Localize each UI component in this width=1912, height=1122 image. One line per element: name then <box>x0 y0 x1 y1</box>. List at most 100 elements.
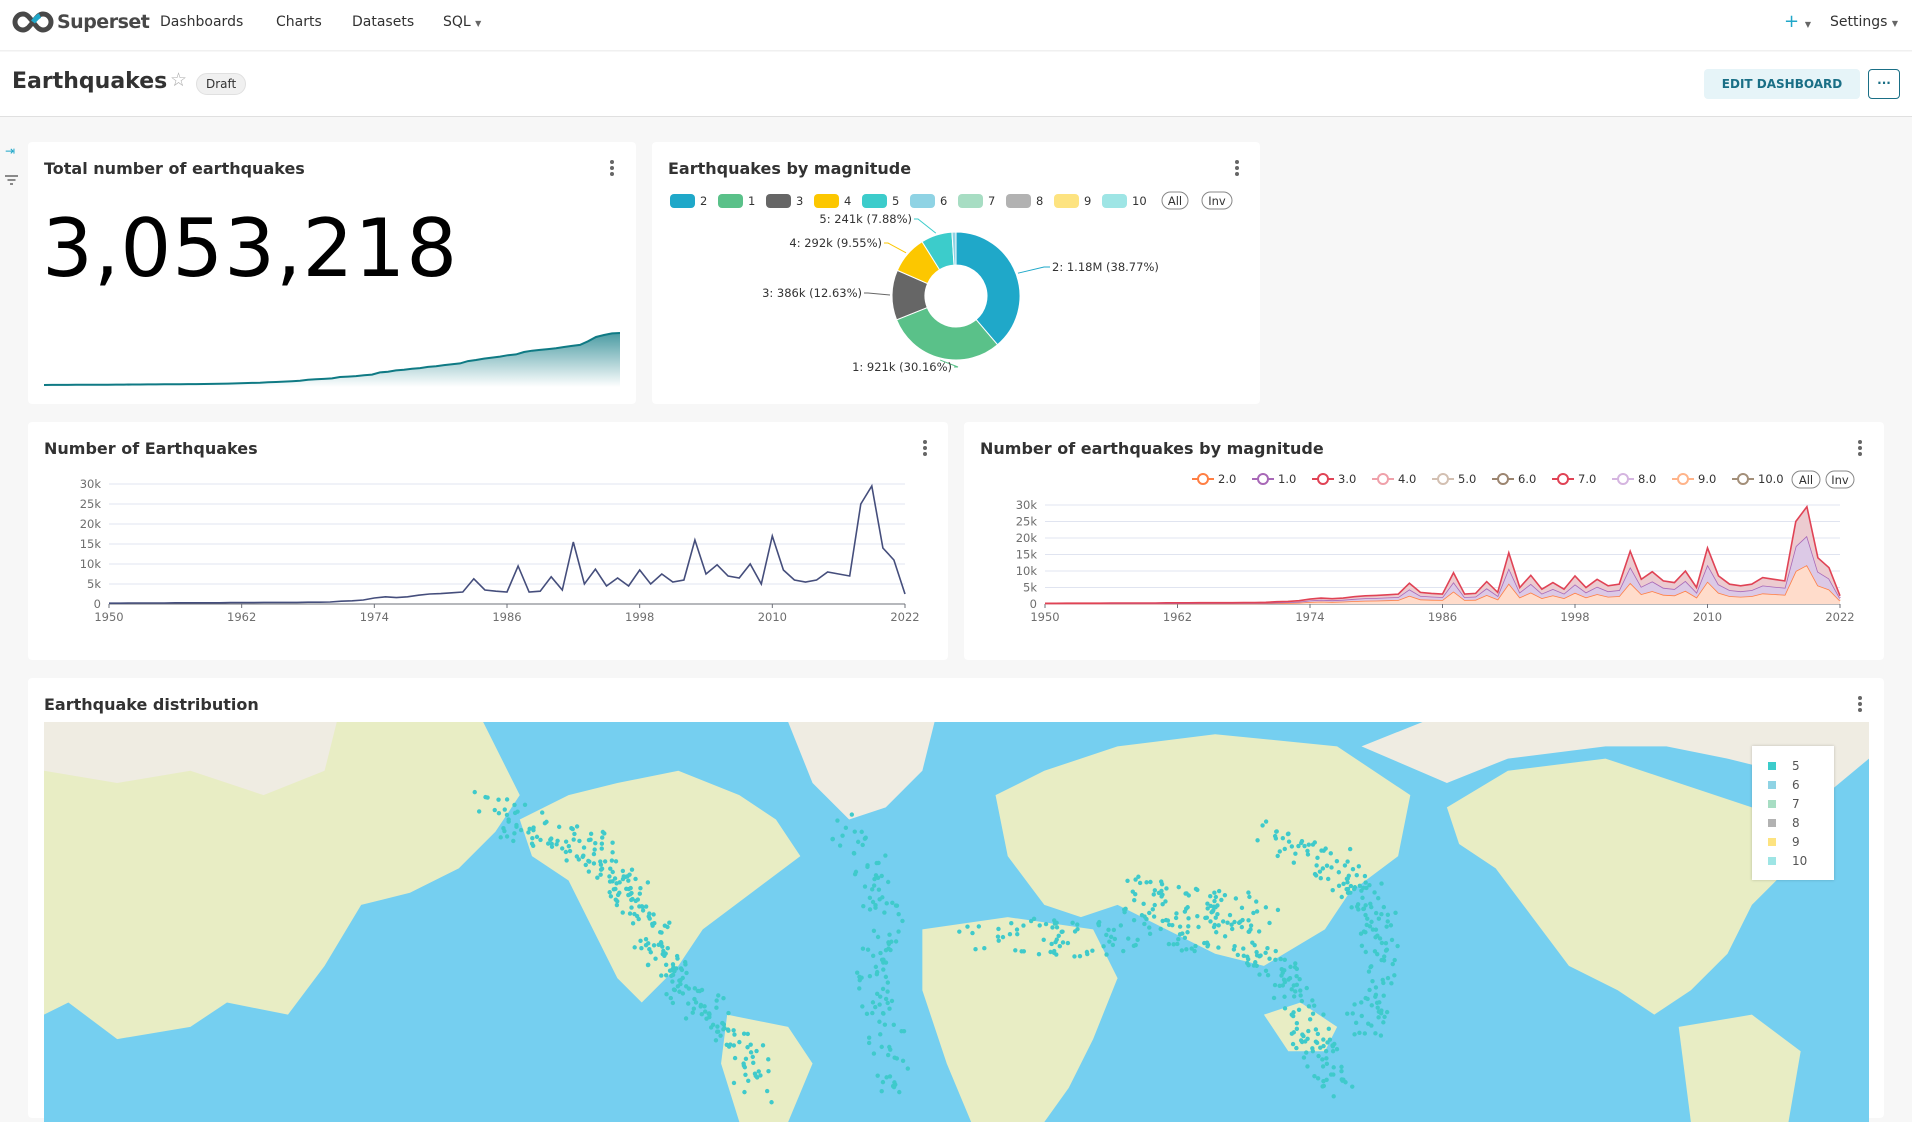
superset-logo-icon[interactable] <box>12 11 54 33</box>
earthquake-point <box>670 972 676 978</box>
filter-icon[interactable] <box>5 175 18 186</box>
card-menu-icon[interactable] <box>1858 696 1862 712</box>
earthquake-point <box>670 962 676 967</box>
legend-item-4[interactable]: 4 <box>814 194 851 208</box>
earthquake-point <box>1320 866 1326 871</box>
earthquake-point <box>1297 977 1302 982</box>
earthquake-point <box>748 1050 754 1055</box>
legend-item-9.0[interactable]: 9.0 <box>1672 472 1716 486</box>
new-button[interactable]: + ▼ <box>1784 11 1811 32</box>
legend-item-5.0[interactable]: 5.0 <box>1432 472 1476 486</box>
earthquake-point <box>1135 937 1140 942</box>
legend-item-2.0[interactable]: 2.0 <box>1192 472 1236 486</box>
earthquake-point <box>683 984 689 989</box>
map-legend-item[interactable]: 8 <box>1768 813 1834 832</box>
status-badge[interactable]: Draft <box>196 73 247 95</box>
earthquake-map[interactable] <box>44 722 1869 1122</box>
earthquake-point <box>595 875 600 880</box>
map-legend-item[interactable]: 10 <box>1768 851 1834 870</box>
legend-button-inv[interactable] <box>1825 470 1855 489</box>
earthquake-point <box>1384 924 1389 929</box>
card-menu-icon[interactable] <box>610 160 614 176</box>
legend-item-10[interactable]: 10 <box>1102 194 1147 208</box>
earthquake-point <box>1316 1053 1321 1059</box>
x-tick-label: 2022 <box>1825 610 1854 624</box>
legend-item-1.0[interactable]: 1.0 <box>1252 472 1296 486</box>
pie-slice-1[interactable] <box>895 306 999 361</box>
earthquake-point <box>1282 957 1287 962</box>
earthquake-point <box>970 930 975 936</box>
x-tick-label: 1962 <box>227 610 256 624</box>
earthquake-point <box>849 812 855 817</box>
earthquake-point <box>1229 922 1234 927</box>
earthquake-point <box>1246 890 1251 895</box>
pie-slice-6[interactable] <box>951 231 957 266</box>
earthquake-point <box>647 916 652 921</box>
earthquake-point <box>1382 954 1387 959</box>
earthquake-point <box>653 956 658 961</box>
legend-button-inv[interactable] <box>1201 191 1233 210</box>
earthquake-point <box>875 1073 880 1078</box>
card-menu-icon[interactable] <box>1858 440 1862 456</box>
legend-item-8.0[interactable]: 8.0 <box>1612 472 1656 486</box>
earthquake-point <box>1072 954 1077 959</box>
trendline-area <box>44 333 620 387</box>
legend-item-3[interactable]: 3 <box>766 194 803 208</box>
legend-item-6[interactable]: 6 <box>910 194 947 208</box>
earthquake-point <box>883 960 889 965</box>
settings-menu[interactable]: Settings ▼ <box>1830 14 1898 30</box>
earthquake-point <box>665 946 670 951</box>
earthquake-point <box>706 1011 711 1016</box>
legend-item-1[interactable]: 1 <box>718 194 755 208</box>
legend-item-7.0[interactable]: 7.0 <box>1552 472 1596 486</box>
earthquake-point <box>862 884 868 889</box>
legend-item-4.0[interactable]: 4.0 <box>1372 472 1416 486</box>
legend-button-all[interactable] <box>1791 470 1821 489</box>
legend-item-7[interactable]: 7 <box>958 194 995 208</box>
earthquake-point <box>1377 1000 1382 1005</box>
pie-slice-2[interactable] <box>955 231 1021 346</box>
brand-name[interactable]: Superset <box>57 11 150 33</box>
earthquake-point <box>1373 935 1378 940</box>
map-legend-item[interactable]: 7 <box>1768 794 1834 813</box>
nav-sql[interactable]: SQL ▼ <box>443 14 481 30</box>
nav-charts[interactable]: Charts <box>276 14 322 30</box>
edit-dashboard-button[interactable]: EDIT DASHBOARD <box>1704 69 1860 99</box>
earthquake-point <box>1382 1014 1387 1020</box>
earthquake-point <box>1192 948 1197 954</box>
y-tick-label: 10k <box>1016 564 1038 578</box>
earthquake-point <box>1321 1012 1326 1017</box>
earthquake-point <box>675 956 680 961</box>
earthquake-point <box>865 864 870 870</box>
earthquake-point <box>1369 1023 1374 1028</box>
earthquake-point <box>1275 907 1281 913</box>
earthquake-point <box>1133 942 1138 948</box>
more-options-button[interactable]: ··· <box>1868 69 1900 99</box>
legend-item-10.0[interactable]: 10.0 <box>1732 472 1784 486</box>
nav-dashboards[interactable]: Dashboards <box>160 14 244 30</box>
earthquake-point <box>1142 921 1147 927</box>
nav-datasets[interactable]: Datasets <box>352 14 415 30</box>
legend-button-label: Inv <box>1831 473 1849 487</box>
card-menu-icon[interactable] <box>923 440 927 456</box>
earthquake-point <box>1255 838 1260 843</box>
legend-item-8[interactable]: 8 <box>1006 194 1043 208</box>
legend-item-3.0[interactable]: 3.0 <box>1312 472 1356 486</box>
earthquake-point <box>883 996 889 1002</box>
map-legend-item[interactable]: 6 <box>1768 775 1834 794</box>
page-title[interactable]: Earthquakes <box>12 69 168 94</box>
legend-item-6.0[interactable]: 6.0 <box>1492 472 1536 486</box>
earthquake-point <box>563 849 569 855</box>
legend-item-9[interactable]: 9 <box>1054 194 1091 208</box>
map-legend-item[interactable]: 9 <box>1768 832 1834 851</box>
card-title: Earthquake distribution <box>44 695 259 714</box>
expand-filters-icon[interactable]: ⇥ <box>5 144 16 158</box>
earthquake-point <box>1233 896 1239 901</box>
legend-button-all[interactable] <box>1161 191 1189 210</box>
map-legend-item[interactable]: 5 <box>1768 756 1834 775</box>
earthquake-point <box>1186 893 1191 898</box>
card-menu-icon[interactable] <box>1235 160 1239 176</box>
legend-item-2[interactable]: 2 <box>670 194 707 208</box>
legend-item-5[interactable]: 5 <box>862 194 899 208</box>
star-icon[interactable]: ☆ <box>170 69 188 91</box>
